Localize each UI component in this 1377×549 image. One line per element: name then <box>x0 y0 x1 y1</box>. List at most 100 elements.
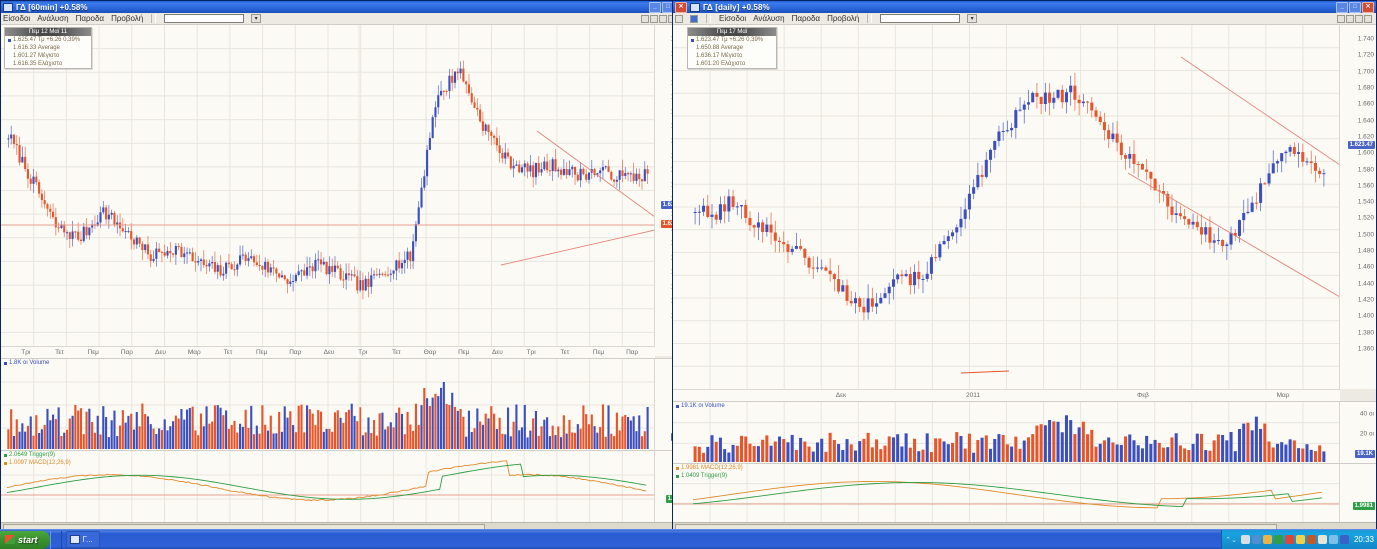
tool-trendline-icon[interactable] <box>650 14 658 23</box>
macd-panel-left[interactable]: 2001.0097 2.0649 Trigger(9) 1.0097 MACD(… <box>1 450 689 523</box>
scrollbar-thumb[interactable] <box>675 524 1277 529</box>
tool-settings-icon[interactable] <box>1364 14 1372 23</box>
volume-panel-right[interactable]: 40 οι 20 οι 19.1K 19.1K οι Volume <box>673 401 1376 464</box>
menu-item-analysi[interactable]: Ανάλυση <box>37 14 69 23</box>
price-chart-left[interactable]: 1.7101.7001.6901.6801.6701.6601.6501.640… <box>1 25 689 356</box>
tray-power-icon[interactable] <box>1328 535 1338 544</box>
taskbar-item-label: Γ... <box>82 535 93 544</box>
menu-item-provoli[interactable]: Προβολή <box>827 14 860 23</box>
menubar-left[interactable]: Είσοδοι Ανάλυση Παροδα Προβολή ▾ <box>1 13 689 25</box>
macd-tag: 1.9981 <box>1352 502 1375 510</box>
parent-close-icon[interactable]: ✕ <box>675 1 687 13</box>
volume-plot-left[interactable] <box>1 359 689 451</box>
time-axis-label: Θαρ <box>423 349 437 356</box>
price-axis-label: 1.400 <box>1357 312 1374 320</box>
time-axis-label: Δευ <box>155 349 166 356</box>
horizontal-scrollbar-right[interactable] <box>673 522 1376 529</box>
tray-shield-icon[interactable] <box>1273 535 1283 544</box>
menu-item-paroda[interactable]: Παροδα <box>75 14 105 23</box>
tool-trendline-icon[interactable] <box>1346 14 1354 23</box>
price-plot-left[interactable] <box>1 25 689 356</box>
price-axis-label: 1.520 <box>1357 214 1374 222</box>
window-controls-right[interactable]: _ □ ✕ <box>1336 1 1374 13</box>
window-left-60min[interactable]: ΓΔ [60min] +0.58% _ □ ✕ Είσοδοι Ανάλυση … <box>0 0 690 530</box>
menu-item-paroda[interactable]: Παροδα <box>791 14 821 23</box>
menu-item-provoli[interactable]: Προβολή <box>111 14 144 23</box>
menu-item-eisodoi[interactable]: Είσοδοι <box>719 14 747 23</box>
quicklaunch-divider <box>49 530 62 549</box>
menubar-right[interactable]: Είσοδοι Ανάλυση Παροδα Προβολή ▾ <box>673 13 1376 25</box>
volume-label-text: 19.1K οι Volume <box>681 403 725 409</box>
legend-text: 1.636.17 Μέγιστο <box>696 53 743 59</box>
series-dot-icon <box>691 38 694 42</box>
taskbar[interactable]: start Γ... ⌃⌄ 20:33 <box>0 529 1377 549</box>
scrollbar-thumb[interactable] <box>3 524 485 529</box>
taskbar-item-chart[interactable]: Γ... <box>65 531 100 548</box>
tray-expand-icon[interactable]: ⌃⌄ <box>1225 536 1237 544</box>
menu-item-analysi[interactable]: Ανάλυση <box>753 14 785 23</box>
macd-axis-right[interactable]: 1.9981 <box>1339 464 1376 523</box>
menu-item-eisodoi[interactable]: Είσοδοι <box>3 14 31 23</box>
series-dot-icon <box>8 38 11 42</box>
chevron-down-icon[interactable]: ▾ <box>251 14 262 23</box>
volume-dot-icon <box>676 404 679 408</box>
time-axis-label: 2011 <box>966 392 980 399</box>
price-chart-right[interactable]: 1.740 1.720 1.700 1.680 1.660 1.640 1.620 1.600… <box>673 25 1376 389</box>
macd-plot-right[interactable] <box>673 464 1376 523</box>
minimize-button[interactable]: _ <box>1336 1 1348 13</box>
tray-network-icon[interactable] <box>1240 535 1250 544</box>
menubar-tools-right[interactable] <box>1337 14 1374 23</box>
price-axis-label: 1.560 <box>1357 182 1374 190</box>
time-axis-label: Δεκ <box>835 392 847 399</box>
tool-zoom-icon[interactable] <box>659 14 667 23</box>
legend-row: 1.636.17 Μέγιστο <box>688 52 776 60</box>
macd-line-label: 1.9981 MACD(12,26,9) <box>676 465 743 471</box>
tray-messenger-icon[interactable] <box>1251 535 1261 544</box>
symbol-input[interactable] <box>880 14 961 23</box>
volume-dot-icon <box>4 361 7 365</box>
window-right-daily[interactable]: ✕ ΓΔ [daily] +0.58% _ □ ✕ Είσοδοι Ανάλυσ… <box>672 0 1377 530</box>
time-axis-label: Πεμ <box>87 349 99 356</box>
price-plot-right[interactable] <box>673 25 1376 389</box>
titlebar-left[interactable]: ΓΔ [60min] +0.58% _ □ ✕ <box>1 1 689 13</box>
minimize-button[interactable]: _ <box>649 1 661 13</box>
new-document-icon[interactable] <box>675 14 683 23</box>
macd-panel-right[interactable]: 1.9981 1.9981 MACD(12,26,9) 1.0409 Trigg… <box>673 463 1376 523</box>
tool-zoom-icon[interactable] <box>1355 14 1363 23</box>
save-icon[interactable] <box>690 14 698 23</box>
chevron-down-icon[interactable]: ▾ <box>967 14 978 23</box>
symbol-input[interactable] <box>164 14 245 23</box>
series-dot-icon <box>691 47 694 50</box>
macd-line-label: 1.0097 MACD(12,26,9) <box>4 460 71 466</box>
series-dot-icon <box>691 63 694 66</box>
chart-legend-left: Πεμ 12 Μαϊ 11 1.625.47 Τμ +6.26 0.39% 1.… <box>4 27 92 69</box>
close-button[interactable]: ✕ <box>1362 1 1374 13</box>
start-button[interactable]: start <box>0 530 50 549</box>
volume-label-text: 1.8K οι Volume <box>9 360 50 366</box>
tray-volume-icon[interactable] <box>1317 535 1327 544</box>
time-axis-label: Τετ <box>223 349 233 356</box>
taskbar-clock[interactable]: 20:33 <box>1353 535 1374 544</box>
legend-header: Πεμ 17 Μαϊ <box>688 28 776 36</box>
tool-crosshair-icon[interactable] <box>641 14 649 23</box>
tray-sync-icon[interactable] <box>1339 535 1349 544</box>
tray-printer-icon[interactable] <box>1306 535 1316 544</box>
macd-plot-left[interactable] <box>1 451 689 523</box>
system-tray[interactable]: ⌃⌄ 20:33 <box>1221 530 1377 549</box>
legend-row: 1.616.35 Ελάχιστο <box>5 60 91 68</box>
tray-update-icon[interactable] <box>1295 535 1305 544</box>
volume-tag: 19.1K <box>1354 450 1375 458</box>
titlebar-right[interactable]: ✕ ΓΔ [daily] +0.58% _ □ ✕ <box>673 1 1376 13</box>
volume-plot-right[interactable] <box>673 402 1376 464</box>
tray-folder-icon[interactable] <box>1262 535 1272 544</box>
tray-antivirus-icon[interactable] <box>1284 535 1294 544</box>
horizontal-scrollbar-left[interactable] <box>1 522 689 529</box>
tool-crosshair-icon[interactable] <box>1337 14 1345 23</box>
price-axis-label: 1.440 <box>1357 280 1374 288</box>
time-axis-label: Μαρ <box>1276 392 1290 399</box>
price-axis-right[interactable]: 1.740 1.720 1.700 1.680 1.660 1.640 1.620 1.600… <box>1339 25 1376 389</box>
macd-label-text: 1.0097 MACD(12,26,9) <box>9 460 71 466</box>
volume-panel-left[interactable]: 8 οι6 οι4 οι1.5M 1.8K οι Volume <box>1 358 689 451</box>
maximize-button[interactable]: □ <box>1349 1 1361 13</box>
volume-axis-right[interactable]: 40 οι 20 οι 19.1K <box>1339 402 1376 464</box>
